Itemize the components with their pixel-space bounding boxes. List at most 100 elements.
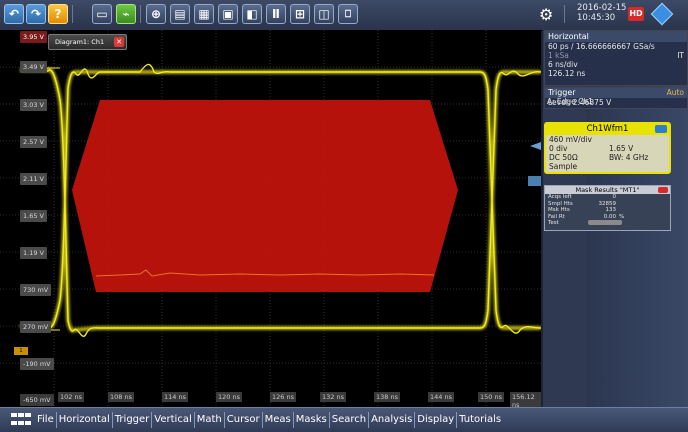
help-button[interactable]: ? — [48, 4, 68, 24]
rohde-schwarz-logo-icon[interactable] — [650, 2, 674, 26]
menu-meas[interactable]: Meas — [264, 414, 291, 425]
bottom-menu-bar: File Horizontal Trigger Vertical Math Cu… — [0, 407, 688, 432]
menu-separator — [111, 412, 113, 428]
offset-label: 0 div — [549, 144, 568, 153]
menu-separator — [261, 412, 263, 428]
y-axis-label: 270 mV — [20, 321, 52, 333]
main-toolbar: ↶ ↷ ? ▭ ⌁ ⊕ ▤ ▦ ▣ ◧ Ⅱ ⊞ ◫ ⎕ ⚙ 2016-02-15… — [0, 0, 688, 31]
close-icon[interactable]: ✕ — [114, 37, 125, 47]
menu-search[interactable]: Search — [331, 414, 367, 425]
menu-horizontal[interactable]: Horizontal — [58, 414, 110, 425]
mask-results-box[interactable]: Mask Results "MT1" Acqs left 0 Smpl Hts 32… — [544, 185, 671, 231]
mask-result-row: Smpl Hts 32859 — [545, 201, 670, 208]
hd-badge[interactable]: HD — [628, 7, 644, 21]
autoset-icon: ⌁ — [122, 7, 130, 21]
menu-cursor[interactable]: Cursor — [226, 414, 260, 425]
trigger-source-text: A: Edge Ch1 — [547, 97, 593, 106]
waveform-canvas — [0, 30, 541, 407]
mask-button[interactable]: ▦ — [194, 4, 214, 24]
toolbar-separator — [140, 5, 141, 23]
autoset-button[interactable]: ⌁ — [116, 4, 136, 24]
delete-button[interactable]: ⎕ — [338, 4, 358, 24]
menu-tutorials[interactable]: Tutorials — [459, 414, 502, 425]
record-length-line: 1 kSa IT — [545, 51, 687, 60]
toolbar-separator — [564, 5, 565, 23]
toolbar-separator — [72, 5, 73, 23]
diagram-tab[interactable]: Diagram1: Ch1 ✕ — [48, 34, 128, 50]
open-button[interactable]: ▭ — [92, 4, 112, 24]
y-axis-label: 2.11 V — [20, 173, 47, 185]
histogram-button[interactable]: ▤ — [170, 4, 190, 24]
screenshot-button[interactable]: ▣ — [218, 4, 238, 24]
undo-button[interactable]: ↶ — [4, 4, 24, 24]
redo-button[interactable]: ↷ — [26, 4, 46, 24]
zoom-button[interactable]: ⊕ — [146, 4, 166, 24]
channel-side-handle[interactable] — [528, 176, 541, 186]
horizontal-title: Horizontal — [545, 31, 687, 42]
y-axis-label: -190 mV — [20, 358, 54, 370]
record-length: 1 kSa — [548, 51, 569, 60]
y-axis-label: 3.49 V — [20, 61, 47, 73]
row-unit: % — [619, 213, 625, 220]
fft-button[interactable]: ⊞ — [290, 4, 310, 24]
test-label: Test — [548, 220, 559, 226]
y-axis-label: 3.03 V — [20, 99, 47, 111]
trigger-mode: Auto — [666, 88, 684, 97]
menu-separator — [223, 412, 225, 428]
y-axis-label: 1.65 V — [20, 210, 47, 222]
histogram-icon: ▤ — [174, 7, 186, 21]
x-axis-label: 120 ns — [216, 392, 242, 402]
apps-grid-icon[interactable] — [11, 413, 31, 427]
trash-icon: ⎕ — [345, 8, 351, 20]
menu-separator — [328, 412, 330, 428]
time-label: 10:45:30 — [577, 13, 616, 23]
menu-separator — [456, 412, 458, 428]
x-axis-label: 138 ns — [374, 392, 400, 402]
menu-separator — [368, 412, 370, 428]
record-button[interactable]: ◧ — [242, 4, 262, 24]
menu-masks[interactable]: Masks — [295, 414, 327, 425]
menu-display[interactable]: Display — [417, 414, 455, 425]
touch-button[interactable]: ◫ — [314, 4, 334, 24]
diagram-tab-label: Diagram1: Ch1 — [55, 38, 105, 46]
channel-title: Ch1Wfm1 — [546, 124, 669, 135]
offset-value: 1.65 V — [609, 144, 634, 153]
x-axis-label: 102 ns — [58, 392, 84, 402]
menu-trigger[interactable]: Trigger — [114, 414, 150, 425]
channel-info-box[interactable]: Ch1Wfm1 460 mV/div 0 div 1.65 V DC 50Ω BW:… — [544, 122, 671, 174]
row-key: Msk Hts — [548, 207, 570, 213]
row-value: 32859 — [598, 200, 617, 207]
channel-offset-marker[interactable]: 1 — [14, 347, 28, 355]
menu-file[interactable]: File — [37, 414, 54, 425]
horizontal-info-box[interactable]: Horizontal 60 ps / 16.666666667 GSa/s 1 … — [544, 30, 688, 86]
row-value: 133 — [605, 207, 617, 213]
waveform-diagram[interactable]: 3.49 V 3.03 V 2.57 V 2.11 V 1.65 V 1.19 … — [0, 30, 541, 410]
menu-separator — [55, 412, 57, 428]
y-axis-label: 1.19 V — [20, 247, 47, 259]
open-folder-icon: ▭ — [96, 7, 108, 21]
trigger-info-box[interactable]: Trigger Auto A: Edge Ch1 Level: 2.46875 … — [544, 87, 688, 109]
annotation-icon: Ⅱ — [272, 7, 280, 21]
mask-test-toggle[interactable] — [588, 220, 622, 225]
mask-results-title: Mask Results "MT1" — [545, 186, 670, 194]
fft-icon: ⊞ — [294, 7, 306, 21]
mask-region — [72, 100, 458, 292]
close-icon[interactable] — [658, 187, 668, 193]
x-axis-label: 108 ns — [108, 392, 134, 402]
menu-vertical[interactable]: Vertical — [154, 414, 192, 425]
channel-coupling: DC 50Ω BW: 4 GHz — [546, 153, 669, 162]
y-axis-label: 730 mV — [20, 284, 52, 296]
zoom-icon: ⊕ — [150, 7, 162, 21]
help-icon: ? — [54, 7, 62, 21]
eye-diagram-trace — [20, 63, 541, 337]
annotation-button[interactable]: Ⅱ — [266, 4, 286, 24]
settings-gear-icon[interactable]: ⚙ — [539, 5, 554, 24]
mask-result-row: Acqs left 0 — [545, 194, 670, 201]
menu-math[interactable]: Math — [196, 414, 222, 425]
menu-analysis[interactable]: Analysis — [371, 414, 413, 425]
menu-items: File Horizontal Trigger Vertical Math Cu… — [35, 408, 503, 432]
y-axis-label-top: 3.95 V — [20, 31, 47, 43]
bandwidth-value: BW: 4 GHz — [609, 153, 649, 162]
trigger-level-line: Level: 2.46875 V — [548, 98, 612, 107]
x-axis-label: 144 ns — [428, 392, 454, 402]
